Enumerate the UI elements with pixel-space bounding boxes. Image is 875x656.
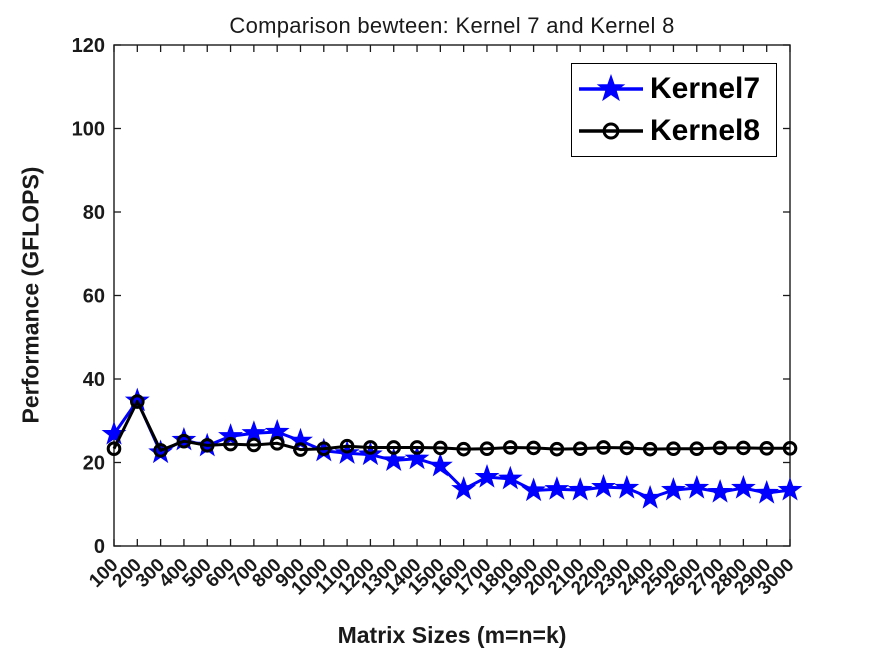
chart-title: Comparison bewteen: Kernel 7 and Kernel … (229, 13, 675, 38)
x-tick-labels: 1002003004005006007008009001000110012001… (85, 555, 798, 600)
legend-item-kernel8: Kernel8 (578, 113, 776, 149)
y-tick-label: 40 (83, 369, 105, 391)
y-tick-label: 0 (94, 536, 105, 558)
legend-item-kernel7: Kernel7 (578, 71, 776, 107)
y-tick-label: 20 (83, 453, 105, 475)
y-axis-label: Performance (GFLOPS) (17, 166, 44, 424)
kernel8-circle-line-sample (579, 122, 643, 140)
legend: Kernel7 Kernel8 (571, 63, 777, 157)
y-axis-ticks (114, 44, 790, 547)
legend-label-kernel7: Kernel7 (650, 72, 761, 105)
kernel7-star-line-sample (579, 74, 643, 102)
legend-label-kernel8: Kernel8 (650, 114, 761, 147)
series-kernel7 (101, 387, 803, 509)
x-axis-ticks (113, 45, 791, 546)
y-tick-label: 100 (72, 119, 105, 141)
y-tick-labels: 0 20 40 60 80 100 120 (72, 35, 105, 558)
y-tick-label: 120 (72, 35, 105, 57)
x-axis-label: Matrix Sizes (m=n=k) (337, 622, 567, 648)
series-kernel8 (106, 394, 798, 458)
y-tick-label: 60 (83, 286, 105, 308)
y-tick-label: 80 (83, 202, 105, 224)
